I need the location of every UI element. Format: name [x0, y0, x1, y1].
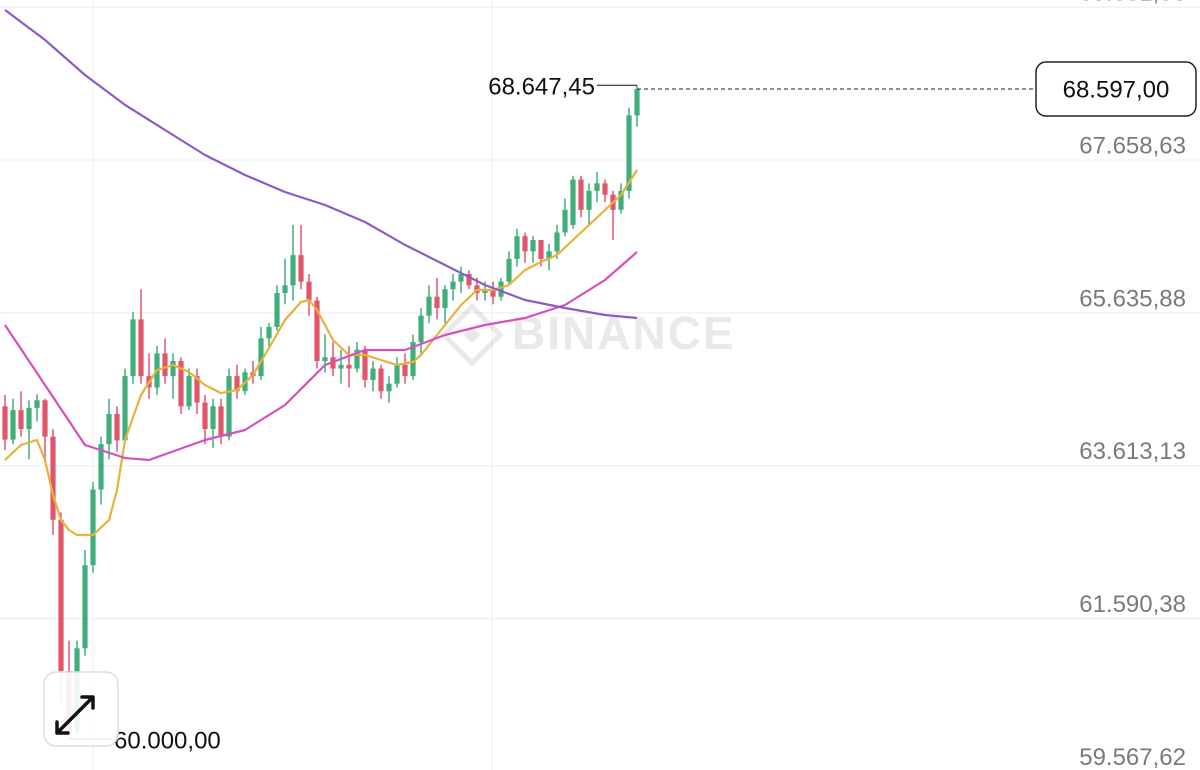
- candle-body: [298, 255, 304, 282]
- candle-body: [210, 406, 216, 430]
- candle-body: [586, 190, 592, 210]
- candle-body: [170, 360, 176, 377]
- candle-body: [514, 236, 520, 259]
- candle-body: [354, 349, 360, 369]
- candle-body: [450, 281, 456, 290]
- candle-body: [394, 364, 400, 384]
- candle-body: [34, 400, 40, 408]
- candle-body: [194, 376, 200, 403]
- last-price-label: 68.597,00: [1063, 76, 1170, 103]
- y-tick-label: 69.681,38: [1079, 0, 1186, 6]
- candle-body: [218, 406, 224, 437]
- candle-body: [570, 179, 576, 225]
- last-price-box: [1035, 61, 1197, 117]
- candle-body: [186, 376, 192, 407]
- watermark-text: BINANCE: [512, 307, 736, 359]
- candle-body: [266, 326, 272, 339]
- candle-body: [458, 274, 464, 282]
- candle-body: [306, 281, 312, 301]
- candle-body: [530, 240, 536, 252]
- candle-body: [178, 360, 184, 407]
- candle-body: [58, 519, 64, 671]
- candle-body: [370, 368, 376, 380]
- candle-body: [42, 400, 48, 437]
- candle-body: [626, 115, 632, 191]
- candle-body: [546, 251, 552, 259]
- candle-body: [378, 368, 384, 392]
- expand-button[interactable]: [43, 671, 119, 747]
- candle-body: [90, 489, 96, 566]
- candle-body: [10, 410, 16, 440]
- candle-body: [466, 274, 472, 286]
- low-marker-label: 60.000,00: [114, 727, 221, 754]
- candle-body: [226, 376, 232, 437]
- candle-body: [602, 183, 608, 195]
- expand-icon: [55, 695, 95, 735]
- candle-body: [410, 342, 416, 377]
- candle-body: [18, 410, 24, 430]
- candle-body: [442, 289, 448, 309]
- candle-body: [434, 296, 440, 309]
- candle-body: [562, 209, 568, 233]
- ma-line: [4, 251, 638, 462]
- candle-body: [498, 281, 504, 297]
- candle-body: [634, 89, 640, 116]
- candle-body: [274, 292, 280, 327]
- candle-body: [402, 364, 408, 377]
- high-marker-label: 68.647,45: [488, 74, 595, 101]
- candle-body: [202, 402, 208, 430]
- candle-body: [26, 407, 32, 430]
- candle-body: [130, 319, 136, 377]
- candle-body: [122, 376, 128, 441]
- ma-line: [4, 169, 638, 537]
- candle-body: [418, 315, 424, 343]
- candle-body: [322, 357, 328, 361]
- candle-body: [538, 240, 544, 259]
- candle-body: [314, 300, 320, 361]
- candle-body: [2, 406, 8, 440]
- candle-body: [618, 190, 624, 210]
- candle-body: [50, 436, 56, 520]
- candle-body: [594, 183, 600, 191]
- candle-body: [258, 338, 264, 377]
- y-tick-label: 65.635,88: [1079, 285, 1186, 312]
- candle-body: [234, 376, 240, 392]
- candle-body: [386, 383, 392, 392]
- candle-body: [138, 319, 144, 377]
- candle-body: [162, 353, 168, 377]
- y-tick-label: 59.567,62: [1079, 744, 1186, 770]
- candle-body: [290, 255, 296, 286]
- candle-body: [82, 565, 88, 649]
- candle-body: [346, 364, 352, 369]
- candle-body: [578, 179, 584, 210]
- ma-line: [4, 9, 638, 320]
- candle-body: [114, 413, 120, 441]
- candle-body: [490, 289, 496, 297]
- candle-body: [506, 258, 512, 282]
- candle-body: [426, 296, 432, 316]
- candle-body: [98, 444, 104, 490]
- candle-body: [338, 364, 344, 369]
- candle-body: [522, 236, 528, 252]
- y-tick-label: 61.590,38: [1079, 591, 1186, 618]
- watermark: BINANCE: [440, 303, 736, 367]
- candle-body: [106, 413, 112, 445]
- candle-body: [554, 232, 560, 252]
- y-tick-label: 63.613,13: [1079, 438, 1186, 465]
- candle-body: [362, 349, 368, 380]
- candle-body: [282, 285, 288, 293]
- y-tick-label: 67.658,63: [1079, 132, 1186, 159]
